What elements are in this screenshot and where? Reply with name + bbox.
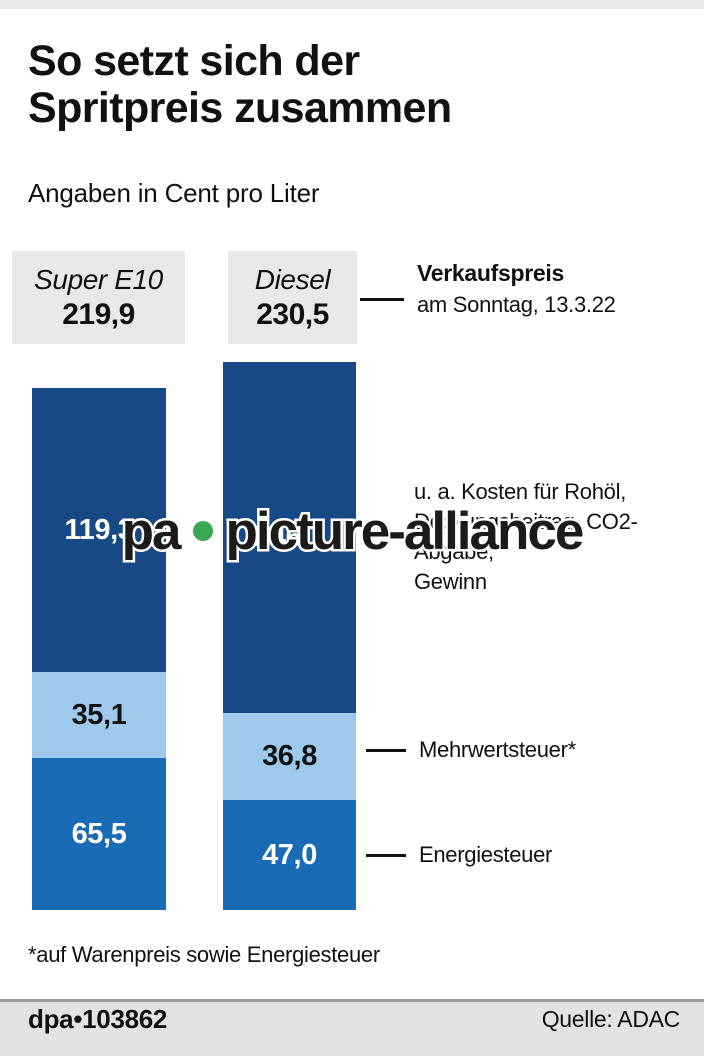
footnote: *auf Warenpreis sowie Energiesteuer <box>28 942 380 967</box>
price-box-e10-value: 219,9 <box>62 297 135 331</box>
page-title: So setzt sich der Spritpreis zusammen <box>28 38 678 132</box>
bar-diesel-segment-base: 146,7 <box>223 362 356 713</box>
bar-e10-base-value: 119,3 <box>64 513 134 546</box>
callout-energiesteuer-text: Energiesteuer <box>419 842 553 867</box>
callout-verkaufspreis-text: Verkaufspreis am Sonntag, 13.3.22 <box>417 259 700 319</box>
callout-mehrwertsteuer: Mehrwertsteuer* <box>366 735 696 765</box>
callout-verkaufspreis: Verkaufspreis am Sonntag, 13.3.22 <box>360 259 700 319</box>
bar-diesel-energy-value: 47,0 <box>262 838 317 871</box>
callout-energiesteuer-leader-line <box>366 854 406 857</box>
callout-mehrwertsteuer-leader-line <box>366 749 406 752</box>
bar-diesel-base-value: 146,7 <box>254 521 325 553</box>
page-title-line2: Spritpreis zusammen <box>28 84 452 132</box>
bar-diesel: 146,7 36,8 47,0 <box>223 362 356 910</box>
bar-e10-segment-energy: 65,5 <box>32 758 166 910</box>
callout-base-costs-text: u. a. Kosten für Rohöl, Deckungsbeitrag,… <box>414 477 694 597</box>
callout-verkaufspreis-title: Verkaufspreis <box>417 260 564 286</box>
callout-mehrwertsteuer-text: Mehrwertsteuer* <box>419 737 576 762</box>
callout-verkaufspreis-leader-line <box>360 298 404 301</box>
bar-diesel-segment-energy: 47,0 <box>223 800 356 910</box>
bar-super-e10: 119,3 35,1 65,5 <box>32 388 166 910</box>
price-box-super-e10: Super E10 219,9 <box>12 251 185 344</box>
page-title-line1: So setzt sich der <box>28 37 360 85</box>
bar-e10-vat-value: 35,1 <box>71 698 127 731</box>
callout-base-costs-line2: Deckungsbeitrag, CO2-Abgabe, <box>414 509 638 564</box>
price-box-diesel: Diesel 230,5 <box>228 251 357 344</box>
bar-e10-segment-vat: 35,1 <box>32 672 166 758</box>
footer-band <box>0 999 704 1056</box>
watermark-dot-icon <box>192 521 213 541</box>
bar-e10-energy-value: 65,5 <box>71 817 127 850</box>
subtitle: Angaben in Cent pro Liter <box>28 178 320 208</box>
callout-base-costs-line3: Gewinn <box>414 569 487 594</box>
source-label: Quelle: ADAC <box>541 1006 681 1032</box>
callout-verkaufspreis-subtitle: am Sonntag, 13.3.22 <box>417 292 616 317</box>
top-rule <box>0 0 704 9</box>
bar-e10-segment-base: 119,3 <box>32 388 166 672</box>
price-box-diesel-name: Diesel <box>254 263 331 295</box>
price-box-diesel-value: 230,5 <box>256 297 329 331</box>
callout-base-costs: u. a. Kosten für Rohöl, Deckungsbeitrag,… <box>414 477 694 597</box>
bar-diesel-vat-value: 36,8 <box>262 740 317 772</box>
bar-diesel-segment-vat: 36,8 <box>223 713 356 800</box>
callout-base-costs-line1: u. a. Kosten für Rohöl, <box>414 479 627 504</box>
callout-energiesteuer: Energiesteuer <box>366 840 696 870</box>
price-box-e10-name: Super E10 <box>34 263 163 295</box>
dpa-credit: dpa•103862 <box>28 1004 168 1034</box>
